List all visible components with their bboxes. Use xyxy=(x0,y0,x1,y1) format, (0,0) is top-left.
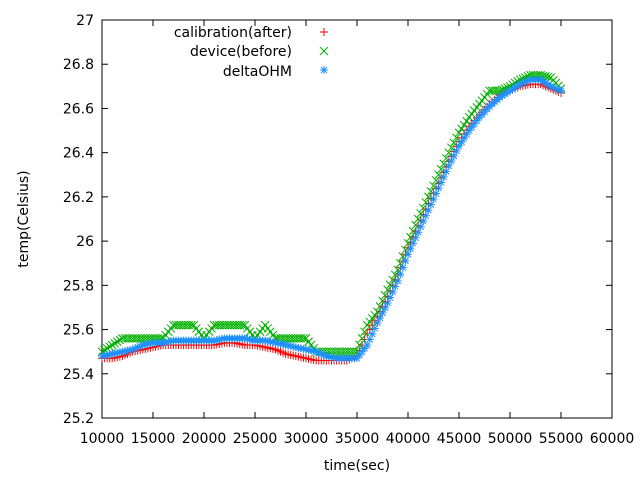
y-tick-label: 26.8 xyxy=(63,57,94,73)
y-tick-label: 26.6 xyxy=(63,101,94,117)
series-2 xyxy=(98,75,565,363)
deltaohm-point xyxy=(353,354,361,363)
device-point xyxy=(186,320,196,330)
deltaohm-point xyxy=(398,263,407,272)
x-tick-label: 45000 xyxy=(437,431,482,447)
device-point xyxy=(299,334,308,343)
device-point xyxy=(444,148,454,158)
device-point xyxy=(411,220,421,230)
x-tick-label: 20000 xyxy=(182,431,227,447)
legend-marker-calibration xyxy=(320,28,328,36)
device-point xyxy=(449,138,459,148)
x-tick-label: 30000 xyxy=(284,431,329,447)
legend: calibration(after) device(before) deltaO… xyxy=(174,25,329,80)
y-tick-label: 25.6 xyxy=(63,323,94,339)
x-tick-label: 25000 xyxy=(233,431,278,447)
legend-label-device: device(before) xyxy=(190,44,292,60)
y-tick-label: 27 xyxy=(76,13,94,29)
data-points xyxy=(97,70,566,365)
device-point xyxy=(237,320,247,330)
device-point xyxy=(115,335,125,345)
y-tick-label: 26.4 xyxy=(63,146,94,162)
x-tick-label: 60000 xyxy=(590,431,635,447)
deltaohm-point xyxy=(557,86,565,95)
deltaohm-point xyxy=(393,276,402,285)
x-tick-label: 40000 xyxy=(386,431,431,447)
device-point xyxy=(357,334,367,343)
series-0 xyxy=(98,80,565,365)
x-tick-label: 55000 xyxy=(539,431,584,447)
legend-markers xyxy=(319,28,329,74)
deltaohm-point xyxy=(539,77,548,86)
deltaohm-point xyxy=(396,270,405,279)
device-point xyxy=(360,327,370,337)
deltaohm-point xyxy=(421,211,430,220)
device-point xyxy=(385,280,395,290)
legend-marker-deltaohm xyxy=(320,66,328,74)
device-point xyxy=(446,143,456,153)
y-tick-label: 25.4 xyxy=(63,367,94,383)
legend-label-deltaohm: deltaOHM xyxy=(223,64,292,80)
device-point xyxy=(112,337,122,347)
device-point xyxy=(462,116,472,126)
legend-marker-device xyxy=(319,46,329,56)
x-axis-title: time(sec) xyxy=(324,458,390,474)
deltaohm-point xyxy=(426,200,435,209)
y-tick-label: 25.8 xyxy=(63,278,94,294)
deltaohm-point xyxy=(365,335,374,344)
x-tick-label: 15000 xyxy=(131,431,176,447)
device-point xyxy=(110,339,120,348)
deltaohm-point xyxy=(439,172,448,181)
deltaohm-point xyxy=(138,341,147,350)
axis-ticks: 10000 15000 20000 25000 30000 35000 40000 45000… xyxy=(63,13,634,447)
series-1 xyxy=(97,70,566,357)
y-tick-label: 26 xyxy=(76,234,94,250)
y-tick-label: 26.2 xyxy=(63,190,94,206)
y-axis-title: temp(Celsius) xyxy=(16,170,32,267)
device-point xyxy=(105,342,115,352)
device-point xyxy=(107,340,117,350)
legend-label-calibration: calibration(after) xyxy=(174,25,292,41)
deltaohm-point xyxy=(383,299,392,308)
x-tick-label: 10000 xyxy=(80,431,125,447)
x-tick-label: 50000 xyxy=(488,431,533,447)
deltaohm-point xyxy=(401,257,410,266)
x-tick-label: 35000 xyxy=(335,431,380,447)
y-tick-label: 25.2 xyxy=(63,411,94,427)
